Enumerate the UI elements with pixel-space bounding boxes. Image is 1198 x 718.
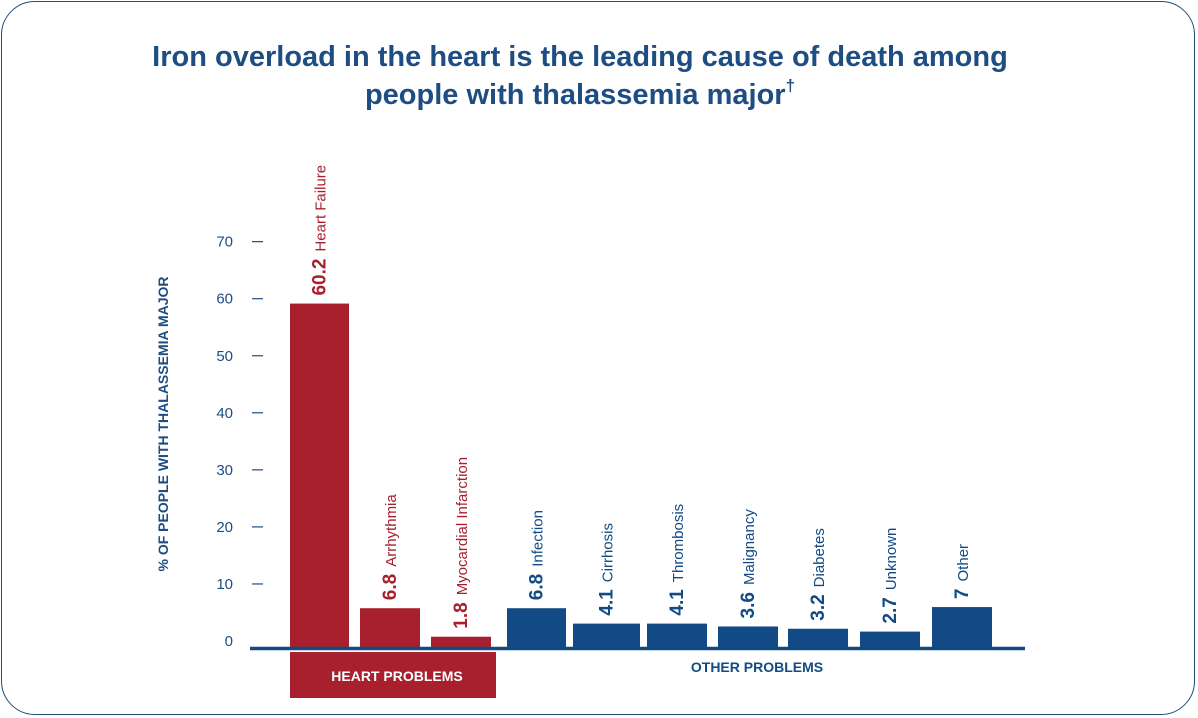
- bar[interactable]: [860, 631, 920, 647]
- bar[interactable]: [573, 623, 640, 647]
- y-tick-label: 10: [216, 576, 233, 593]
- chart-title-line-2: people with thalassemia major†: [120, 76, 1040, 114]
- bar-value-label: 3.2: [808, 594, 829, 620]
- y-tick-label: 30: [216, 462, 233, 479]
- bar[interactable]: [932, 607, 992, 647]
- bar-label: 7 Other: [952, 544, 973, 599]
- bar-label: 6.8 Arrhythmia: [380, 494, 401, 601]
- chart-title-line-1: Iron overload in the heart is the leadin…: [152, 41, 1008, 73]
- bar-category-label: Heart Failure: [313, 165, 330, 252]
- heart-problems-label: HEART PROBLEMS: [331, 668, 462, 684]
- bar-category-label: Diabetes: [811, 528, 828, 587]
- bar-label: 2.7 Unknown: [880, 528, 901, 624]
- y-axis-label: % OF PEOPLE WITH THALASSEMIA MAJOR: [155, 276, 171, 571]
- bar-label: 6.8 Infection: [527, 510, 548, 600]
- bar-label: 60.2 Heart Failure: [310, 165, 331, 296]
- bar-value-label: 3.6: [738, 592, 759, 618]
- y-tick-label: 50: [216, 348, 233, 365]
- other-problems-label: OTHER PROBLEMS: [691, 659, 823, 675]
- bar-value-label: 4.1: [667, 589, 688, 616]
- bar[interactable]: [647, 623, 707, 647]
- y-tick-label: 70: [216, 234, 233, 251]
- bar-category-label: Infection: [530, 510, 547, 567]
- dagger-mark: †: [785, 76, 796, 95]
- bar-category-label: Other: [955, 544, 972, 582]
- bar-value-label: 7: [952, 588, 973, 599]
- bar-value-label: 6.8: [527, 574, 548, 600]
- bar-category-label: Malignancy: [741, 509, 758, 585]
- chart-title: Iron overload in the heart is the leadin…: [120, 38, 1040, 114]
- bar-value-label: 2.7: [880, 597, 901, 623]
- bar-value-label: 6.8: [380, 574, 401, 600]
- bar-label: 3.6 Malignancy: [738, 509, 759, 619]
- y-tick-label: 60: [216, 291, 233, 308]
- y-tick-label: 0: [225, 633, 233, 650]
- bar-label: 1.8 Myocardial Infarction: [451, 457, 472, 629]
- bar-category-label: Unknown: [883, 528, 900, 591]
- bar-label: 4.1 Thrombosis: [667, 504, 688, 616]
- bar[interactable]: [290, 303, 349, 647]
- y-tick-label: 40: [216, 405, 233, 422]
- bar-category-label: Cirrhosis: [600, 523, 617, 582]
- bar[interactable]: [431, 636, 491, 647]
- y-tick-label: 20: [216, 519, 233, 536]
- bar-category-label: Arrhythmia: [383, 494, 400, 567]
- bar-value-label: 4.1: [597, 589, 618, 616]
- bar-value-label: 60.2: [310, 259, 331, 296]
- bar-label: 4.1 Cirrhosis: [597, 523, 618, 616]
- heart-problems-banner: [290, 652, 496, 698]
- bar-value-label: 1.8: [451, 602, 472, 628]
- bar[interactable]: [507, 608, 566, 647]
- chart-title-line-2-text: people with thalassemia major: [364, 79, 786, 111]
- bar[interactable]: [788, 628, 848, 647]
- bar[interactable]: [718, 626, 778, 647]
- bar-label: 3.2 Diabetes: [808, 528, 829, 621]
- bar[interactable]: [360, 608, 420, 647]
- bar-category-label: Myocardial Infarction: [454, 457, 471, 595]
- bar-category-label: Thrombosis: [670, 504, 687, 582]
